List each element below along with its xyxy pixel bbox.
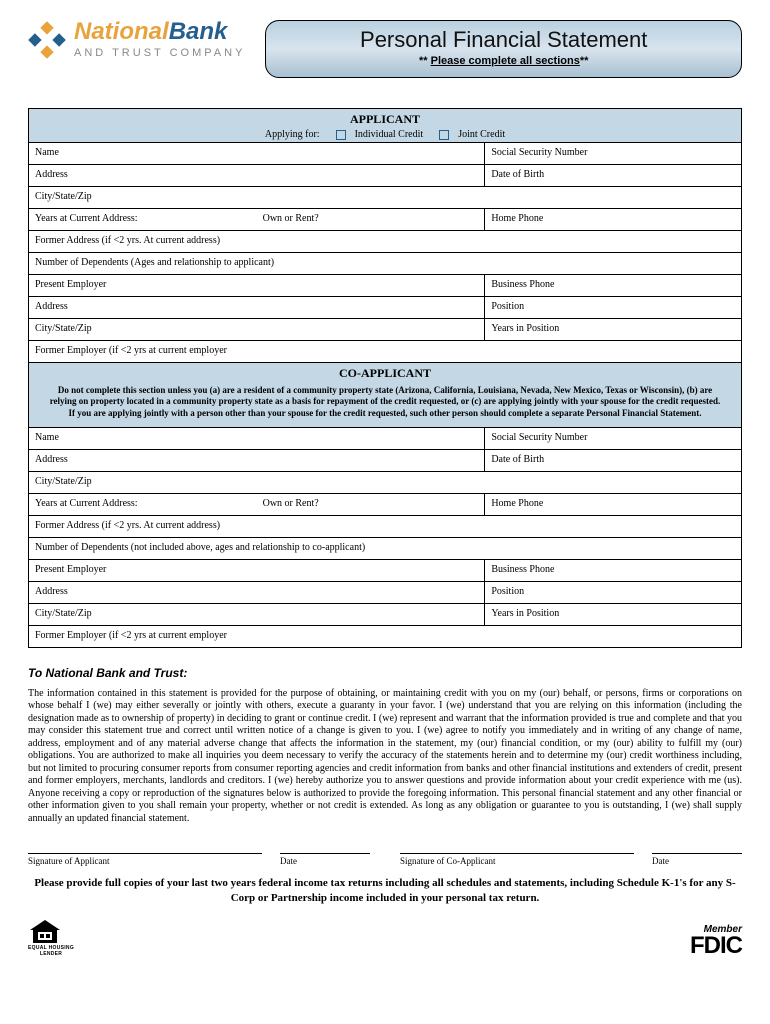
- coapplicant-signature-field[interactable]: Signature of Co-Applicant: [400, 853, 634, 866]
- coapplicant-csz-field[interactable]: City/State/Zip: [29, 471, 742, 493]
- applicant-dependents-field[interactable]: Number of Dependents (Ages and relations…: [29, 253, 742, 275]
- applicant-years-addr-field[interactable]: Years at Current Address: Own or Rent?: [29, 209, 485, 231]
- form-subtitle: ** Please complete all sections**: [276, 55, 731, 67]
- joint-credit-checkbox[interactable]: [439, 130, 449, 140]
- coapplicant-section-header: CO-APPLICANT Do not complete this sectio…: [29, 363, 742, 428]
- header: NationalBank AND TRUST COMPANY Personal …: [28, 20, 742, 78]
- logo-text-main: NationalBank: [74, 20, 245, 44]
- applicant-address-field[interactable]: Address: [29, 165, 485, 187]
- title-box: Personal Financial Statement ** Please c…: [265, 20, 742, 78]
- coapplicant-signature-date-field[interactable]: Date: [652, 853, 742, 866]
- applicant-signature-field[interactable]: Signature of Applicant: [28, 853, 262, 866]
- applicant-home-phone-field[interactable]: Home Phone: [485, 209, 742, 231]
- coapplicant-name-field[interactable]: Name: [29, 427, 485, 449]
- applicant-signature-date-field[interactable]: Date: [280, 853, 370, 866]
- applicant-employer-field[interactable]: Present Employer: [29, 275, 485, 297]
- applicant-emp-address-field[interactable]: Address: [29, 297, 485, 319]
- coapplicant-dependents-field[interactable]: Number of Dependents (not included above…: [29, 537, 742, 559]
- applicant-table: APPLICANT Applying for: Individual Credi…: [28, 108, 742, 648]
- logo-text-sub: AND TRUST COMPANY: [74, 48, 245, 59]
- coapplicant-emp-address-field[interactable]: Address: [29, 581, 485, 603]
- tax-return-note: Please provide full copies of your last …: [28, 876, 742, 905]
- disclosure-body: The information contained in this statem…: [28, 688, 742, 826]
- logo-diamond-icon: [28, 21, 66, 59]
- joint-credit-label: Joint Credit: [458, 129, 505, 140]
- applicant-csz-field[interactable]: City/State/Zip: [29, 187, 742, 209]
- applicant-section-header: APPLICANT Applying for: Individual Credi…: [29, 109, 742, 143]
- signature-row: Signature of Applicant Date Signature of…: [28, 853, 742, 866]
- coapplicant-address-field[interactable]: Address: [29, 449, 485, 471]
- coapplicant-years-addr-field[interactable]: Years at Current Address: Own or Rent?: [29, 493, 485, 515]
- individual-credit-checkbox[interactable]: [336, 130, 346, 140]
- applicant-emp-csz-field[interactable]: City/State/Zip: [29, 319, 485, 341]
- applicant-name-field[interactable]: Name: [29, 143, 485, 165]
- coapplicant-ssn-field[interactable]: Social Security Number: [485, 427, 742, 449]
- applicant-position-field[interactable]: Position: [485, 297, 742, 319]
- equal-housing-lender-logo: EQUAL HOUSING LENDER: [28, 919, 74, 957]
- applicant-dob-field[interactable]: Date of Birth: [485, 165, 742, 187]
- coapplicant-position-field[interactable]: Position: [485, 581, 742, 603]
- coapplicant-dob-field[interactable]: Date of Birth: [485, 449, 742, 471]
- individual-credit-label: Individual Credit: [355, 129, 424, 140]
- applicant-former-address-field[interactable]: Former Address (if <2 yrs. At current ad…: [29, 231, 742, 253]
- form-title: Personal Financial Statement: [276, 27, 731, 53]
- applying-for-label: Applying for:: [265, 129, 320, 140]
- coapplicant-home-phone-field[interactable]: Home Phone: [485, 493, 742, 515]
- coapplicant-employer-field[interactable]: Present Employer: [29, 559, 485, 581]
- house-icon: [28, 919, 62, 945]
- applicant-business-phone-field[interactable]: Business Phone: [485, 275, 742, 297]
- coapplicant-former-employer-field[interactable]: Former Employer (if <2 yrs at current em…: [29, 625, 742, 647]
- applicant-ssn-field[interactable]: Social Security Number: [485, 143, 742, 165]
- coapplicant-emp-csz-field[interactable]: City/State/Zip: [29, 603, 485, 625]
- coapplicant-note: Do not complete this section unless you …: [35, 381, 735, 425]
- disclosure-title: To National Bank and Trust:: [28, 666, 742, 680]
- fdic-logo: Member FDIC: [690, 925, 742, 957]
- applicant-former-employer-field[interactable]: Former Employer (if <2 yrs at current em…: [29, 341, 742, 363]
- coapplicant-years-position-field[interactable]: Years in Position: [485, 603, 742, 625]
- bank-logo: NationalBank AND TRUST COMPANY: [28, 20, 245, 59]
- applicant-years-position-field[interactable]: Years in Position: [485, 319, 742, 341]
- coapplicant-business-phone-field[interactable]: Business Phone: [485, 559, 742, 581]
- footer: EQUAL HOUSING LENDER Member FDIC: [28, 919, 742, 957]
- coapplicant-former-address-field[interactable]: Former Address (if <2 yrs. At current ad…: [29, 515, 742, 537]
